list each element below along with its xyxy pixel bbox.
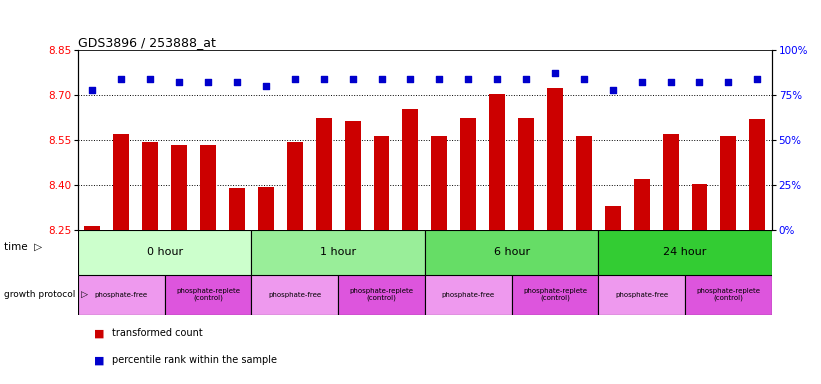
- Bar: [431, 136, 447, 230]
- Bar: [338, 275, 425, 315]
- Text: phosphate-free: phosphate-free: [442, 292, 495, 298]
- Point: [317, 76, 330, 82]
- Point: [231, 79, 244, 86]
- Bar: [425, 230, 599, 275]
- Point: [404, 76, 417, 82]
- Point: [548, 70, 562, 76]
- Text: 24 hour: 24 hour: [663, 247, 707, 258]
- Text: phosphate-free: phosphate-free: [615, 292, 668, 298]
- Bar: [605, 206, 621, 230]
- Text: ■: ■: [94, 355, 105, 365]
- Point: [577, 76, 590, 82]
- Bar: [345, 121, 360, 230]
- Bar: [402, 109, 419, 230]
- Text: phosphate-free: phosphate-free: [94, 292, 148, 298]
- Bar: [316, 118, 332, 230]
- Point: [288, 76, 301, 82]
- Bar: [85, 226, 100, 230]
- Point: [491, 76, 504, 82]
- Text: 0 hour: 0 hour: [147, 247, 183, 258]
- Bar: [634, 179, 649, 230]
- Point: [606, 86, 619, 93]
- Bar: [547, 88, 563, 230]
- Text: ■: ■: [94, 328, 105, 338]
- Bar: [142, 142, 158, 230]
- Point: [375, 76, 388, 82]
- Text: growth protocol  ▷: growth protocol ▷: [4, 290, 88, 299]
- Bar: [663, 134, 678, 230]
- Bar: [78, 230, 251, 275]
- Text: transformed count: transformed count: [112, 328, 204, 338]
- Text: time  ▷: time ▷: [4, 242, 42, 252]
- Text: phosphate-replete
(control): phosphate-replete (control): [523, 288, 587, 301]
- Point: [144, 76, 157, 82]
- Bar: [750, 119, 765, 230]
- Text: 1 hour: 1 hour: [320, 247, 356, 258]
- Point: [259, 83, 273, 89]
- Bar: [518, 118, 534, 230]
- Text: phosphate-free: phosphate-free: [268, 292, 321, 298]
- Point: [750, 76, 764, 82]
- Point: [520, 76, 533, 82]
- Text: 6 hour: 6 hour: [493, 247, 530, 258]
- Bar: [599, 230, 772, 275]
- Point: [433, 76, 446, 82]
- Bar: [461, 118, 476, 230]
- Bar: [165, 275, 251, 315]
- Point: [115, 76, 128, 82]
- Bar: [258, 187, 274, 230]
- Bar: [685, 275, 772, 315]
- Bar: [374, 136, 389, 230]
- Point: [201, 79, 214, 86]
- Point: [172, 79, 186, 86]
- Bar: [113, 134, 129, 230]
- Bar: [251, 275, 338, 315]
- Point: [461, 76, 475, 82]
- Bar: [576, 136, 592, 230]
- Bar: [511, 275, 599, 315]
- Bar: [721, 136, 736, 230]
- Bar: [78, 275, 165, 315]
- Bar: [200, 145, 216, 230]
- Bar: [425, 275, 511, 315]
- Text: percentile rank within the sample: percentile rank within the sample: [112, 355, 277, 365]
- Bar: [229, 188, 245, 230]
- Bar: [691, 184, 708, 230]
- Point: [664, 79, 677, 86]
- Bar: [287, 142, 303, 230]
- Point: [346, 76, 359, 82]
- Point: [722, 79, 735, 86]
- Text: phosphate-replete
(control): phosphate-replete (control): [176, 288, 240, 301]
- Point: [693, 79, 706, 86]
- Point: [635, 79, 649, 86]
- Point: [86, 86, 99, 93]
- Bar: [599, 275, 685, 315]
- Bar: [489, 94, 505, 230]
- Bar: [251, 230, 425, 275]
- Text: GDS3896 / 253888_at: GDS3896 / 253888_at: [78, 36, 216, 49]
- Bar: [172, 145, 187, 230]
- Text: phosphate-replete
(control): phosphate-replete (control): [350, 288, 414, 301]
- Text: phosphate-replete
(control): phosphate-replete (control): [696, 288, 760, 301]
